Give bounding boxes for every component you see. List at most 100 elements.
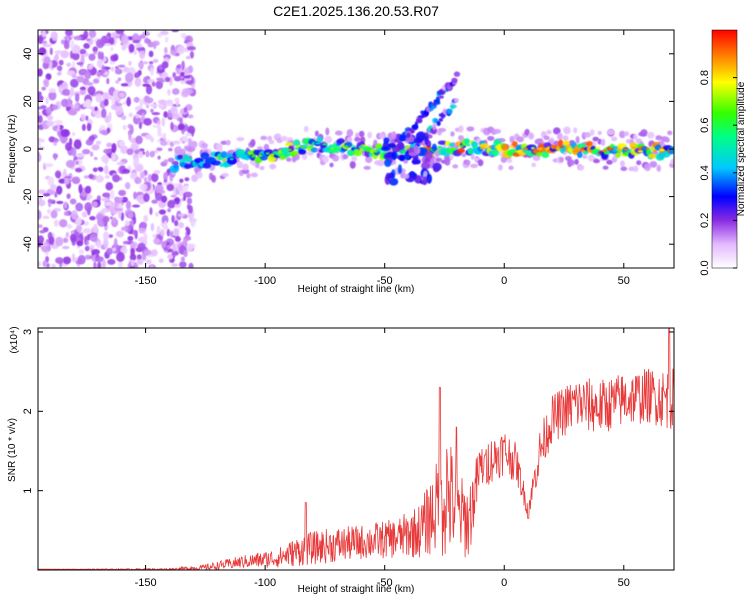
spectrogram-blob [101,64,105,75]
spectrogram-blob [83,43,90,49]
spectrogram-blob [82,148,91,155]
spectrogram-blob [60,129,70,137]
spectrogram-blob [508,165,514,171]
spectrogram-blob [143,193,150,203]
spectrogram-blob [75,216,83,226]
spectrogram-blob [49,47,53,56]
spectrogram-blob [158,209,167,215]
spectrogram-blob [166,228,171,237]
spectrogram-blob [85,99,92,107]
spectrogram-blob [85,139,94,146]
spectrogram-blob [56,65,63,71]
spectrogram-blob [573,149,579,153]
spectrogram-blob [127,212,134,219]
spectrogram-blob [75,153,85,158]
spectrogram-blob [336,146,342,149]
spectrogram-blob [130,241,138,248]
spectrogram-blob [96,59,104,68]
spectrogram-blob [377,159,385,167]
spectrogram-blob [160,195,168,203]
spectrogram-y-tick-label: 0 [22,146,34,152]
spectrogram-blob [186,156,193,163]
spectrogram-blob [38,68,43,77]
spectrogram-blob [523,147,528,151]
spectrogram-blob [103,71,110,76]
spectrogram-blob [153,237,160,245]
colorbar-scale [711,29,738,269]
spectrogram-blob [182,75,191,79]
snr-y-axis-label: SNR (10 * v/v) [7,418,18,482]
spectrogram-blob [431,143,437,152]
spectrogram-blob [402,173,410,179]
spectrogram-blob [358,130,365,138]
spectrogram-blob [388,172,395,179]
spectrogram-blob [272,151,277,154]
spectrogram-blob [172,243,176,252]
spectrogram-blob [109,189,115,200]
spectrogram-blob [65,231,70,238]
spectrogram-blob [156,147,163,152]
spectrogram-blob [174,203,181,208]
spectrogram-blob [136,111,144,115]
spectrogram-blob [111,151,117,161]
spectrogram-blob [114,196,120,202]
spectrogram-blob [151,172,159,183]
spectrogram-blob [171,250,179,256]
spectrogram-blob [156,225,161,235]
spectrogram-blob [167,208,172,213]
spectrogram-blob [537,147,543,151]
spectrogram-blob [111,247,117,252]
spectrogram-blob [100,129,108,135]
spectrogram-blob [623,148,629,151]
spectrogram-blob [567,159,576,166]
spectrogram-blob [97,261,102,268]
spectrogram-blob [133,97,140,103]
spectrogram-blob [171,30,180,33]
spectrogram-x-tick-label: -50 [377,275,393,287]
spectrogram-blob [39,230,46,234]
spectrogram-blob [129,124,134,135]
spectrogram-blob [649,160,658,168]
spectrogram-blob [174,220,179,227]
spectrogram-blob [126,148,134,156]
spectrogram-blob [508,149,518,154]
spectrogram-blob [66,70,76,76]
spectrogram-blob [488,145,492,148]
spectrogram-blob [176,45,185,55]
spectrogram-blob [86,196,91,201]
spectrogram-blob [215,156,220,159]
spectrogram-blob [70,40,75,51]
spectrogram-blob [501,147,507,150]
spectrogram-blob [633,134,638,140]
spectrogram-blob [63,39,69,49]
spectrogram-blob [191,84,196,89]
spectrogram-blob [126,96,131,107]
spectrogram-blob [183,238,188,247]
spectrogram-blob [351,155,358,162]
spectrogram-blob [128,60,132,66]
spectrogram-blob [265,152,270,155]
spectrogram-blob [42,193,51,197]
spectrogram-blob [45,73,52,81]
spectrogram-blob [115,79,120,84]
spectrogram-blob [365,147,371,150]
spectrogram-blob [466,143,471,147]
spectrogram-blob [103,239,109,249]
spectrogram-blob [139,98,143,108]
spectrogram-blob [96,241,102,249]
spectrogram-blob [165,100,174,107]
spectrogram-blob [615,152,621,158]
spectrogram-blob [54,50,63,55]
spectrogram-blob [541,151,550,159]
spectrogram-blob [244,154,248,158]
spectrogram-panel: -150 -100 -50 0 50 -40 -20 0 20 40 Height of str… [7,29,675,295]
spectrogram-blob [38,110,41,117]
spectrogram-blob [159,30,169,36]
spectrogram-blob [107,259,116,265]
spectrogram-blob [120,115,127,121]
spectrogram-blob [75,161,79,165]
spectrogram-blob [391,131,397,140]
spectrogram-blob [143,232,148,242]
spectrogram-blob [184,184,189,192]
spectrogram-blob [493,128,502,134]
